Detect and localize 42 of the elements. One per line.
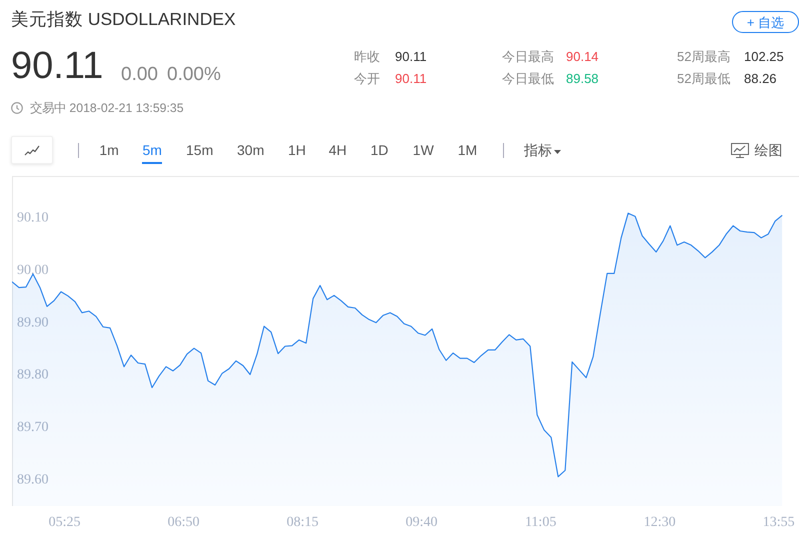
text: 88.26 [744, 70, 777, 86]
x-tick-label: 08:15 [286, 515, 319, 530]
x-tick-label: 09:40 [406, 515, 438, 530]
text: 1m [99, 142, 119, 158]
text: 52周最高 [677, 48, 730, 64]
text: 4H [328, 142, 347, 158]
chart-title: 美元指数 USDOLLARINDEX [11, 8, 236, 29]
text: 指标 [524, 142, 552, 158]
x-tick-label: 05:25 [48, 515, 80, 530]
text: 52周最低 [677, 70, 730, 86]
text: 90.11 [395, 70, 427, 86]
text: 90.11 [395, 48, 427, 64]
text: 1D [370, 142, 388, 158]
text: 89.58 [566, 70, 599, 86]
text: 15m [186, 142, 214, 158]
y-tick-label: 90.00 [17, 262, 48, 278]
y-tick-label: 89.60 [17, 472, 48, 488]
x-tick-label: 06:50 [168, 515, 200, 530]
y-tick-label: 89.90 [17, 315, 48, 330]
y-tick-label: 89.70 [17, 420, 48, 436]
text: 102.25 [744, 48, 784, 64]
text: + 自选 [746, 14, 786, 30]
text: 1W [412, 142, 434, 158]
x-tick-label: 13:55 [762, 515, 795, 530]
text: 90.11 [11, 45, 104, 87]
text: 绘图 [754, 142, 782, 158]
text: 昨收 [354, 48, 380, 64]
text: 交易中 2018-02-21 13:59:35 [30, 100, 184, 115]
text: 0.00% [167, 64, 221, 84]
text: 1H [288, 142, 306, 158]
x-tick-label: 12:30 [644, 515, 676, 530]
text: 30m [237, 142, 264, 158]
y-tick-label: 89.80 [17, 368, 48, 383]
text: 90.14 [566, 48, 599, 64]
text: 5m [142, 142, 162, 158]
text: 1M [458, 142, 478, 158]
y-tick-label: 90.10 [17, 210, 48, 226]
text: 今日最高 [502, 48, 554, 64]
text: 今开 [354, 70, 380, 86]
x-tick-label: 11:05 [524, 515, 556, 530]
text: 0.00 [121, 64, 158, 84]
text: 今日最低 [502, 70, 554, 86]
